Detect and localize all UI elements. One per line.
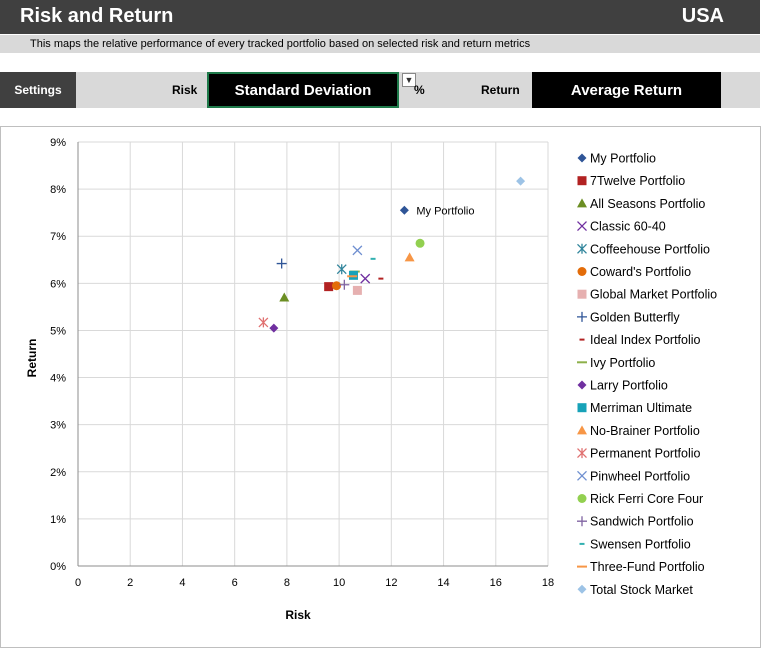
y-tick-label: 9% xyxy=(50,137,66,149)
legend-marker xyxy=(577,584,587,594)
legend-entry: Pinwheel Portfolio xyxy=(590,469,690,483)
data-point xyxy=(516,176,526,186)
scatter-chart: 0 2 4 6 8 10 12 14 16 18 0% 1% 2% 3% 4% 5% 6% 7% 8% 9% Risk R… xyxy=(25,137,717,622)
legend-marker xyxy=(577,243,587,254)
page-title: Risk and Return xyxy=(20,5,174,27)
legend-entry: Permanent Portfolio xyxy=(590,447,701,461)
y-tick-label: 6% xyxy=(50,278,66,290)
x-tick-label: 10 xyxy=(333,577,345,589)
y-tick-label: 8% xyxy=(50,184,66,196)
data-point xyxy=(336,264,347,275)
legend-entry: 7Twelve Portfolio xyxy=(590,174,685,188)
settings-bar: Settings Risk Standard Deviation ▼ % Ret… xyxy=(0,72,760,108)
y-tick-label: 7% xyxy=(50,231,66,243)
risk-metric-select[interactable]: Standard Deviation xyxy=(207,72,399,108)
data-point xyxy=(339,279,350,290)
legend-marker xyxy=(577,448,587,459)
data-point xyxy=(258,317,269,328)
legend-entry: Coward's Portfolio xyxy=(590,265,691,279)
legend-marker xyxy=(577,380,587,390)
legend-entry: Merriman Ultimate xyxy=(590,401,692,415)
x-axis-title: Risk xyxy=(285,608,311,622)
legend-entry: Total Stock Market xyxy=(590,583,693,597)
legend-marker xyxy=(577,516,587,527)
data-point xyxy=(399,205,409,215)
legend-entry: Global Market Portfolio xyxy=(590,288,717,302)
legend-marker xyxy=(577,267,587,276)
data-point xyxy=(324,282,334,292)
data-point xyxy=(415,238,425,248)
x-tick-label: 8 xyxy=(284,577,290,589)
data-point xyxy=(352,285,362,295)
data-point xyxy=(269,323,279,333)
country-label: USA xyxy=(681,5,724,27)
y-tick-label: 3% xyxy=(50,420,66,432)
legend-entry: Coffeehouse Portfolio xyxy=(590,242,710,256)
legend-marker xyxy=(577,494,587,503)
y-tick-label: 4% xyxy=(50,373,66,385)
data-point xyxy=(360,273,371,284)
chevron-down-icon[interactable]: ▼ xyxy=(402,73,416,87)
description-bar: This maps the relative performance of ev… xyxy=(0,35,760,53)
chart-container: 0 2 4 6 8 10 12 14 16 18 0% 1% 2% 3% 4% 5% 6% 7% 8% 9% Risk R… xyxy=(0,126,761,648)
percent-label: % xyxy=(414,83,425,97)
legend-entry: Sandwich Portfolio xyxy=(590,515,694,529)
legend-entry: My Portfolio xyxy=(590,152,656,166)
x-tick-label: 12 xyxy=(385,577,397,589)
legend-marker xyxy=(577,425,587,435)
data-point xyxy=(279,292,290,302)
x-tick-label: 16 xyxy=(490,577,502,589)
y-tick-label: 5% xyxy=(50,325,66,337)
x-tick-label: 2 xyxy=(127,577,133,589)
legend-marker xyxy=(577,221,587,232)
legend-marker xyxy=(577,153,587,163)
legend-marker xyxy=(577,289,587,299)
legend-entry: Larry Portfolio xyxy=(590,379,668,393)
legend-marker xyxy=(577,311,587,322)
legend-entry: No-Brainer Portfolio xyxy=(590,424,700,438)
y-tick-label: 0% xyxy=(50,561,66,573)
title-bar: Risk and Return USA xyxy=(0,0,760,34)
legend-entry: Ideal Index Portfolio xyxy=(590,333,701,347)
legend-marker xyxy=(577,403,587,413)
x-tick-label: 18 xyxy=(542,577,554,589)
risk-label: Risk xyxy=(172,83,198,97)
x-tick-label: 14 xyxy=(437,577,449,589)
x-tick-label: 6 xyxy=(232,577,238,589)
legend-entry: Swensen Portfolio xyxy=(590,537,691,551)
y-tick-label: 2% xyxy=(50,467,66,479)
legend-entry: Rick Ferri Core Four xyxy=(590,492,703,506)
x-tick-label: 4 xyxy=(179,577,185,589)
legend-entry: Golden Butterfly xyxy=(590,310,680,324)
return-metric-select[interactable]: Average Return xyxy=(532,72,721,108)
return-label: Return xyxy=(481,83,520,97)
legend-entry: Three-Fund Portfolio xyxy=(590,560,705,574)
legend-marker xyxy=(577,470,587,481)
legend-marker xyxy=(577,198,587,208)
description-text: This maps the relative performance of ev… xyxy=(30,38,531,50)
legend-entry: All Seasons Portfolio xyxy=(590,197,705,211)
y-tick-label: 1% xyxy=(50,514,66,526)
x-tick-label: 0 xyxy=(75,577,81,589)
settings-button[interactable]: Settings xyxy=(0,72,76,108)
legend-entry: Ivy Portfolio xyxy=(590,356,655,370)
data-point xyxy=(404,252,415,262)
data-point xyxy=(352,245,363,256)
data-point xyxy=(276,258,287,269)
legend-entry: Classic 60-40 xyxy=(590,220,666,234)
y-axis-title: Return xyxy=(25,339,39,378)
data-label: My Portfolio xyxy=(416,205,474,217)
legend-marker xyxy=(577,176,587,186)
data-point xyxy=(332,281,341,291)
